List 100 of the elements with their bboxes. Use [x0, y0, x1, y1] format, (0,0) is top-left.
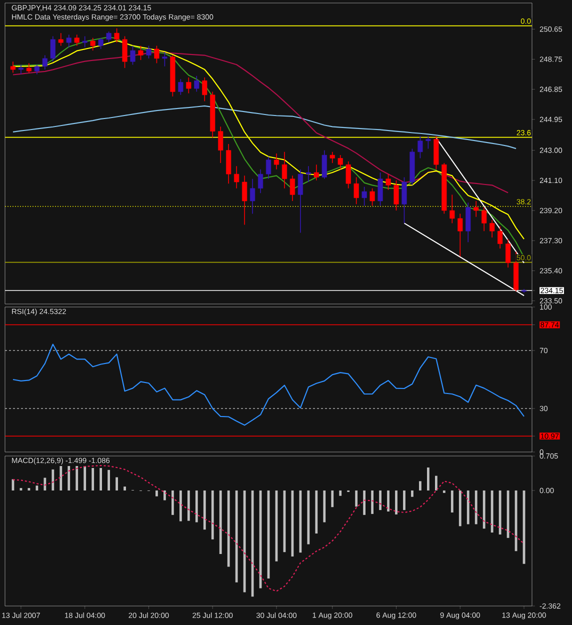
bar [44, 478, 46, 490]
candlestick [146, 45, 152, 59]
bar [52, 469, 54, 490]
candlestick [26, 62, 32, 74]
bar [156, 490, 158, 496]
bar [419, 481, 422, 490]
candlestick [298, 168, 303, 234]
candlestick [274, 153, 280, 170]
candlestick [178, 78, 184, 96]
bar [387, 490, 390, 512]
bar [403, 490, 406, 510]
candlestick [314, 164, 319, 181]
bar [116, 477, 118, 490]
candlestick [138, 45, 144, 60]
candlestick [218, 126, 224, 164]
bar [299, 490, 302, 553]
bar [203, 490, 206, 530]
candlestick [82, 36, 88, 48]
candlestick [474, 200, 479, 218]
candlestick [482, 206, 487, 232]
bar [76, 466, 78, 490]
bar [442, 490, 446, 493]
candlestick [226, 144, 232, 184]
bar [219, 490, 222, 554]
candlestick [18, 64, 24, 75]
candlestick [242, 175, 248, 226]
candlestick [338, 154, 343, 170]
candlestick [42, 54, 48, 70]
candlestick [130, 45, 136, 66]
candlestick [290, 175, 295, 202]
bar [331, 490, 334, 508]
candlestick [186, 77, 192, 94]
candlestick [498, 226, 503, 249]
candlestick [354, 176, 359, 205]
candlestick [330, 152, 335, 164]
bar [482, 490, 486, 529]
bar [187, 490, 190, 521]
bar [235, 490, 238, 582]
bar [355, 490, 358, 507]
candlestick [386, 174, 391, 190]
candlestick [74, 34, 80, 46]
bar [108, 470, 110, 490]
candlestick [250, 178, 256, 214]
bar [84, 466, 86, 490]
candlestick [266, 156, 272, 180]
candlestick [194, 75, 200, 92]
bar [124, 486, 126, 490]
candlestick [114, 28, 120, 43]
candlestick [50, 36, 56, 62]
bar [323, 490, 326, 522]
candlestick [34, 64, 40, 75]
bar [474, 490, 478, 524]
candlestick [202, 77, 208, 102]
candlestick [418, 136, 423, 159]
bar [100, 468, 102, 490]
candlestick [370, 188, 375, 206]
bar [371, 490, 374, 514]
candlestick [10, 61, 16, 74]
candlestick [234, 166, 240, 189]
candlestick [458, 213, 463, 257]
bar [36, 486, 38, 490]
bar [171, 490, 174, 515]
bar [195, 490, 198, 522]
candlestick [362, 186, 367, 206]
line-series [12, 344, 525, 426]
candlestick [322, 150, 327, 180]
candlestick [402, 176, 407, 224]
bar [60, 466, 62, 490]
bar [339, 490, 342, 496]
candlestick [58, 32, 64, 46]
bar [458, 490, 462, 526]
candlestick [346, 161, 351, 189]
bar [450, 490, 454, 512]
bar [434, 476, 438, 490]
candlestick [106, 31, 112, 43]
candlestick [306, 166, 311, 182]
candlestick [122, 36, 128, 68]
bar [307, 490, 310, 544]
candlestick [154, 45, 160, 64]
bar [379, 490, 382, 510]
bar [363, 490, 366, 515]
bar [466, 490, 470, 524]
bar [179, 490, 182, 522]
candlestick [426, 136, 431, 150]
candlestick [162, 52, 168, 67]
candlestick [378, 172, 383, 206]
bar [227, 490, 230, 567]
candlestick [66, 34, 72, 48]
bar [92, 468, 94, 490]
bar [411, 490, 414, 497]
bar [163, 490, 166, 500]
candlestick [282, 152, 288, 189]
candlestick [466, 202, 471, 243]
candlestick [506, 238, 511, 268]
bar [498, 490, 502, 534]
candlestick [258, 168, 264, 194]
candlestick [98, 37, 104, 50]
candlestick [450, 194, 455, 224]
bar [395, 490, 398, 514]
candlestick [394, 180, 399, 211]
